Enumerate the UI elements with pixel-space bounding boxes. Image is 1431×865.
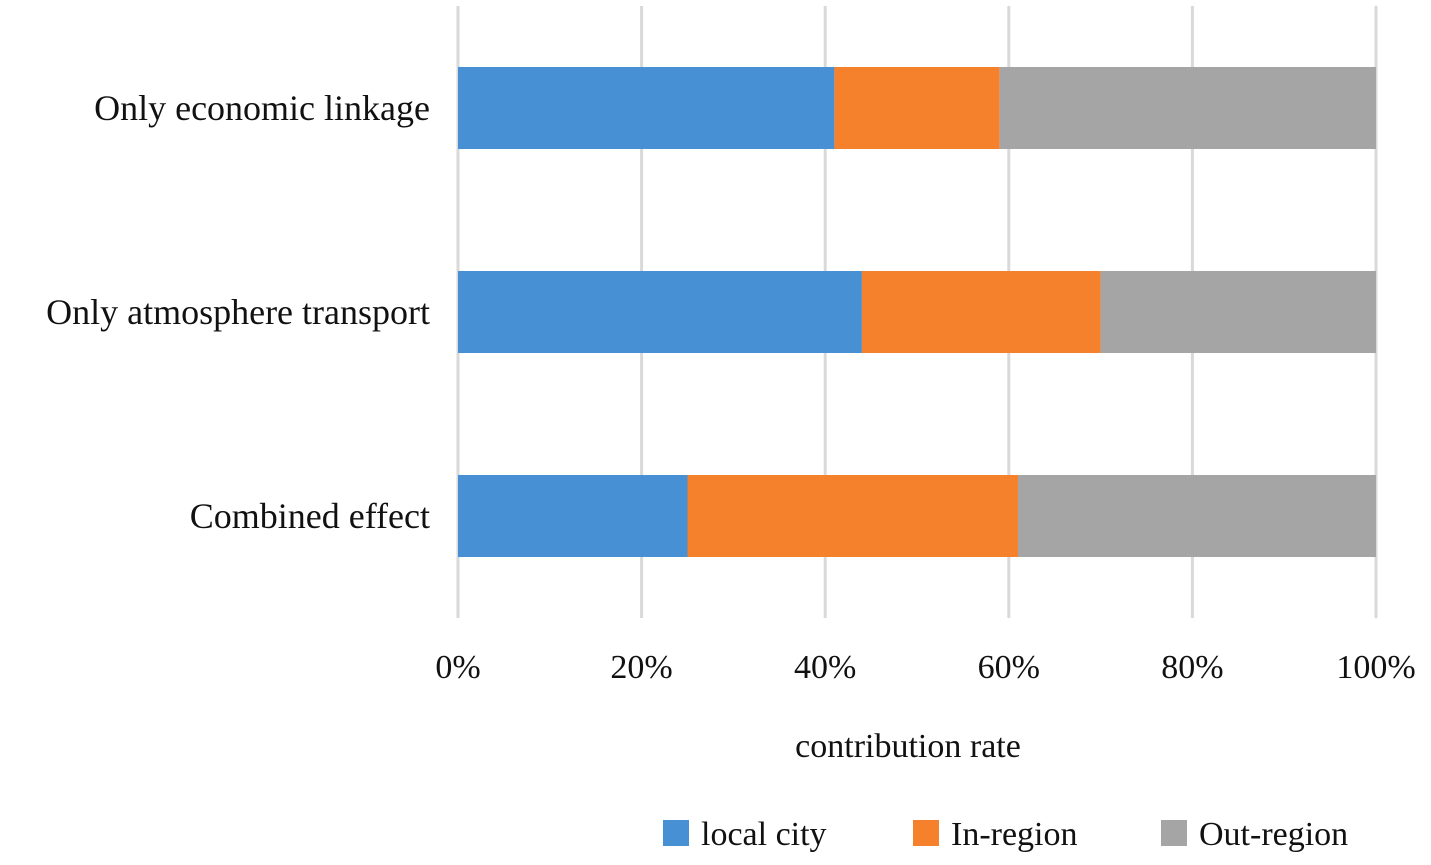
bar-segment-out-region [1017,475,1376,557]
legend-label: Out-region [1199,816,1348,853]
x-tick-label: 20% [610,649,672,686]
x-tick-label: 80% [1161,649,1223,686]
legend-swatch [663,820,689,846]
x-tick-label: 40% [794,649,856,686]
bar-segment-in-region [834,67,1000,149]
bar-segment-in-region [687,475,1018,557]
legend-label: local city [701,816,827,853]
bar-segment-local-city [458,271,862,353]
x-tick-label: 100% [1336,649,1415,686]
category-labels: Only economic linkage Only atmosphere tra… [46,88,430,536]
x-tick-label: 60% [978,649,1040,686]
x-tick-label: 0% [435,649,480,686]
legend-swatch [913,820,939,846]
bar-segment-in-region [861,271,1101,353]
legend-label: In-region [951,816,1078,853]
x-tick-labels: 0% 20% 40% 60% 80% 100% [435,649,1415,686]
bar-segment-local-city [458,475,688,557]
category-label: Only economic linkage [94,88,430,128]
legend: local city In-region Out-region [663,816,1348,853]
x-axis-title: contribution rate [795,728,1021,765]
category-label: Combined effect [190,496,430,536]
bar-segment-out-region [999,67,1376,149]
bar-segment-out-region [1100,271,1376,353]
bars [458,67,1376,557]
legend-swatch [1161,820,1187,846]
category-label: Only atmosphere transport [46,292,430,332]
bar-segment-local-city [458,67,835,149]
